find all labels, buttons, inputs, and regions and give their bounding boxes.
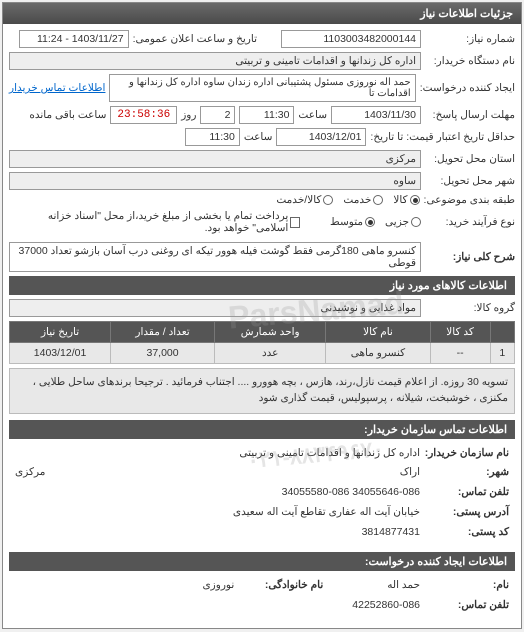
pub-datetime-value: 1403/11/27 - 11:24 (19, 30, 129, 48)
checkbox-payment[interactable] (290, 217, 300, 228)
buyer-org-value: اداره کل زندانها و اقدامات تامینی و تربی… (9, 52, 421, 70)
phone-value: 34055646-086 34055580-086 (282, 484, 420, 502)
th-idx (490, 322, 514, 343)
province-label: استان محل تحویل: (425, 153, 515, 165)
td-unit: عدد (214, 343, 325, 364)
radio-partial-label: جزیی (385, 216, 409, 228)
td-code: -- (430, 343, 490, 364)
payment-note: پرداخت تمام یا بخشی از مبلغ خرید،از محل … (9, 210, 288, 234)
phone-label: تلفن تماس: (424, 484, 509, 502)
addr-value: خیابان آیت اله عفاری تقاطع آیت اله سعیدی (233, 504, 420, 522)
deadline-time: 11:30 (239, 106, 294, 124)
remaining-label: ساعت باقی مانده (29, 109, 106, 121)
postal-label: کد پستی: (424, 524, 509, 542)
need-desc-label: شرح کلی نیاز: (425, 251, 515, 263)
credit-label: حداقل تاریخ اعتبار قیمت: تا تاریخ: (370, 131, 515, 143)
th-unit: واحد شمارش (214, 322, 325, 343)
city-value: ساوه (9, 172, 421, 190)
family-label: نام خانوادگی: (238, 577, 323, 595)
subject-class-radios: کالا خدمت کالا/خدمت (276, 194, 419, 206)
td-name: کنسرو ماهی (326, 343, 430, 364)
org-value: اداره کل زندانها و اقدامات تامینی و تربی… (239, 445, 420, 463)
th-qty: تعداد / مقدار (111, 322, 215, 343)
deadline-label: مهلت ارسال پاسخ: (425, 109, 515, 121)
name-value: حمد اله (387, 577, 420, 595)
requester-label: ایجاد کننده درخواست: (420, 82, 515, 94)
td-date: 1403/12/01 (10, 343, 111, 364)
city-label: شهر محل تحویل: (425, 175, 515, 187)
goods-group-label: گروه کالا: (425, 302, 515, 314)
radio-goods-service-label: کالا/خدمت (276, 194, 321, 206)
credit-time: 11:30 (185, 128, 240, 146)
goods-table: کد کالا نام کالا واحد شمارش تعداد / مقدا… (9, 321, 515, 364)
panel-title: جزئیات اطلاعات نیاز (3, 3, 521, 24)
th-date: تاریخ نیاز (10, 322, 111, 343)
name-label: نام: (424, 577, 509, 595)
goods-section-title: اطلاعات کالاهای مورد نیاز (9, 276, 515, 295)
td-idx: 1 (490, 343, 514, 364)
time-label-1: ساعت (298, 109, 327, 121)
radio-partial[interactable] (411, 217, 421, 227)
th-code: کد کالا (430, 322, 490, 343)
family-value: نوروزی (202, 577, 234, 595)
process-type-label: نوع فرآیند خرید: (425, 216, 515, 228)
goods-group-value: مواد غذایی و نوشیدنی (9, 299, 421, 317)
radio-service-label: خدمت (343, 194, 371, 206)
day-label: روز (181, 109, 196, 121)
td-qty: 37,000 (111, 343, 215, 364)
credit-date: 1403/12/01 (276, 128, 366, 146)
radio-medium-label: متوسط (330, 216, 363, 228)
need-no-value: 1103003482000144 (281, 30, 421, 48)
main-panel: جزئیات اطلاعات نیاز شماره نیاز: 11030034… (2, 2, 522, 629)
radio-goods-label: کالا (393, 194, 407, 206)
city2-value: اراک (400, 464, 420, 482)
time-label-2: ساعت (244, 131, 273, 143)
process-type-radios: جزیی متوسط پرداخت تمام یا بخشی از مبلغ خ… (9, 210, 421, 234)
contact-info-link[interactable]: اطلاعات تماس خریدار (9, 82, 105, 94)
th-name: نام کالا (326, 322, 430, 343)
phone2-label: تلفن تماس: (424, 597, 509, 615)
radio-medium[interactable] (365, 217, 375, 227)
radio-goods[interactable] (410, 195, 420, 205)
creator-section-title: اطلاعات ایجاد کننده درخواست: (9, 552, 515, 571)
countdown-timer: 23:58:36 (110, 106, 177, 124)
need-no-label: شماره نیاز: (425, 33, 515, 45)
deadline-date: 1403/11/30 (331, 106, 421, 124)
subject-class-label: طبقه بندی موضوعی: (424, 194, 515, 206)
contact-section-title: اطلاعات تماس سازمان خریدار: (9, 420, 515, 439)
radio-service[interactable] (373, 195, 383, 205)
province-value: مرکزی (9, 150, 421, 168)
days-left: 2 (200, 106, 235, 124)
addr-label: آدرس پستی: (424, 504, 509, 522)
buyer-org-label: نام دستگاه خریدار: (425, 55, 515, 67)
radio-goods-service[interactable] (323, 195, 333, 205)
pub-datetime-label: تاریخ و ساعت اعلان عمومی: (133, 33, 257, 45)
note-text: تسویه 30 روزه. از اعلام قیمت نازل،رند، ه… (9, 368, 515, 414)
need-desc-value: کنسرو ماهی 180گرمی فقط گوشت فیله هوور تی… (9, 242, 421, 272)
org-label: نام سازمان خریدار: (424, 445, 509, 463)
province2-value: مرکزی (15, 464, 45, 482)
postal-value: 3814877431 (362, 524, 420, 542)
requester-value: حمد اله نوروزی مسئول پشتیبانی اداره زندا… (109, 74, 415, 102)
city2-label: شهر: (424, 464, 509, 482)
table-row: 1 -- کنسرو ماهی عدد 37,000 1403/12/01 (10, 343, 515, 364)
phone2-value: 42252860-086 (352, 597, 420, 615)
